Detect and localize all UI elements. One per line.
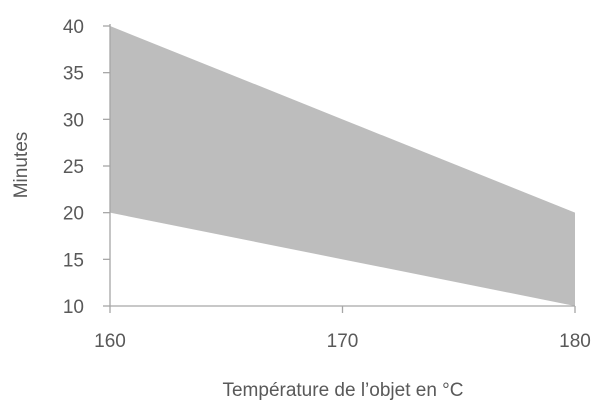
y-tick-label: 30 (63, 110, 84, 131)
axis-labels: Minutes Température de l’objet en °C (11, 132, 464, 401)
x-axis-title: Température de l’objet en °C (222, 380, 463, 401)
x-tick-label: 180 (559, 331, 591, 352)
y-tick-label: 10 (63, 297, 84, 318)
area-band (110, 26, 575, 306)
y-tick-label: 15 (63, 250, 84, 271)
axes: 10 15 20 25 30 35 40 160 170 180 (63, 17, 591, 352)
x-tick-label: 160 (94, 331, 126, 352)
y-tick-label: 35 (63, 64, 84, 85)
y-tick-label: 20 (63, 204, 84, 225)
y-tick-label: 40 (63, 17, 84, 38)
plot-area (110, 26, 575, 306)
x-tick-label: 170 (327, 331, 359, 352)
y-axis-title: Minutes (11, 132, 32, 199)
y-tick-label: 25 (63, 157, 84, 178)
